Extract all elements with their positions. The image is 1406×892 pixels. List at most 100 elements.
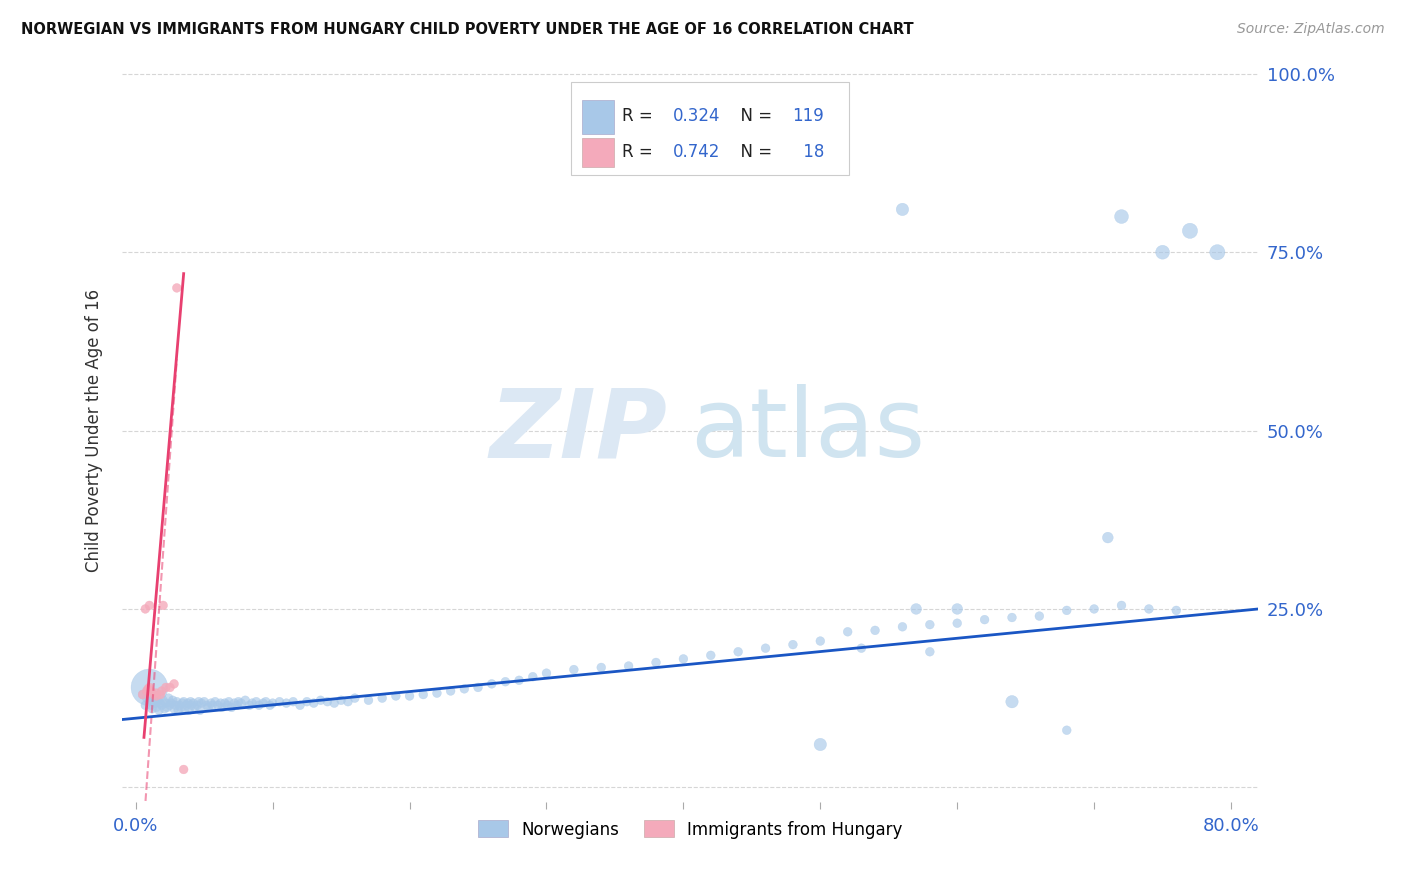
Point: [169, 698, 191, 713]
Text: N =: N =: [730, 107, 778, 125]
Point: [174, 702, 197, 716]
Point: [166, 695, 188, 709]
Text: N =: N =: [730, 144, 778, 161]
Point: [159, 698, 181, 713]
Point: [343, 691, 366, 706]
Point: [180, 698, 202, 713]
Point: [754, 641, 776, 656]
Point: [141, 702, 163, 716]
Point: [918, 645, 941, 659]
Point: [1137, 602, 1160, 616]
Point: [136, 681, 159, 696]
Point: [1111, 599, 1133, 613]
Point: [155, 681, 177, 695]
Point: [135, 691, 157, 706]
Point: [131, 688, 153, 702]
Point: [217, 698, 239, 713]
Text: R =: R =: [621, 107, 658, 125]
Point: [269, 695, 291, 709]
Point: [190, 696, 212, 710]
Point: [156, 700, 179, 714]
Point: [165, 698, 187, 713]
Point: [1206, 245, 1229, 260]
Text: atlas: atlas: [690, 384, 925, 477]
Point: [536, 666, 558, 681]
Point: [295, 695, 318, 709]
Point: [1028, 609, 1050, 624]
Point: [1178, 224, 1201, 238]
Point: [481, 677, 503, 691]
Point: [302, 696, 325, 710]
Point: [837, 624, 859, 639]
Point: [851, 641, 873, 656]
Point: [228, 695, 250, 709]
Point: [177, 696, 200, 710]
Point: [138, 681, 160, 695]
Point: [946, 602, 969, 616]
Point: [195, 698, 218, 713]
Point: [166, 281, 188, 295]
Point: [1083, 602, 1105, 616]
Point: [782, 638, 804, 652]
Point: [672, 652, 695, 666]
Text: Source: ZipAtlas.com: Source: ZipAtlas.com: [1237, 22, 1385, 37]
FancyBboxPatch shape: [582, 137, 614, 167]
Point: [918, 617, 941, 632]
Point: [226, 698, 249, 713]
Point: [134, 602, 156, 616]
Point: [1152, 245, 1174, 260]
Point: [357, 693, 380, 707]
Point: [138, 681, 160, 695]
Text: R =: R =: [621, 144, 658, 161]
Point: [259, 698, 281, 713]
Point: [262, 696, 284, 710]
Point: [209, 696, 232, 710]
Point: [135, 684, 157, 698]
Point: [1056, 603, 1078, 617]
Point: [197, 700, 219, 714]
Point: [905, 602, 928, 616]
Point: [173, 763, 195, 777]
Point: [187, 695, 209, 709]
Point: [1056, 723, 1078, 738]
Point: [562, 663, 585, 677]
Point: [808, 738, 831, 752]
Point: [134, 698, 156, 713]
Point: [179, 695, 201, 709]
Point: [245, 695, 267, 709]
Text: ZIP: ZIP: [489, 384, 668, 477]
Point: [139, 698, 162, 713]
Point: [891, 202, 914, 217]
Point: [139, 684, 162, 698]
Point: [149, 688, 172, 702]
Point: [221, 700, 243, 714]
Point: [1001, 695, 1024, 709]
Point: [645, 656, 668, 670]
Text: 0.324: 0.324: [673, 107, 721, 125]
Point: [727, 645, 749, 659]
Point: [316, 695, 339, 709]
Point: [494, 674, 516, 689]
FancyBboxPatch shape: [571, 82, 849, 175]
Point: [946, 616, 969, 631]
Point: [181, 696, 204, 710]
Point: [891, 620, 914, 634]
Point: [155, 696, 177, 710]
Point: [252, 696, 274, 710]
Point: [159, 681, 181, 695]
Point: [193, 695, 215, 709]
Point: [700, 648, 723, 663]
Point: [240, 696, 263, 710]
Point: [247, 698, 270, 713]
FancyBboxPatch shape: [582, 101, 614, 134]
Point: [152, 599, 174, 613]
Point: [973, 613, 995, 627]
Point: [863, 624, 886, 638]
Point: [254, 695, 277, 709]
Point: [146, 695, 169, 709]
Point: [808, 634, 831, 648]
Y-axis label: Child Poverty Under the Age of 16: Child Poverty Under the Age of 16: [86, 289, 103, 572]
Point: [170, 700, 193, 714]
Point: [426, 686, 449, 700]
Legend: Norwegians, Immigrants from Hungary: Norwegians, Immigrants from Hungary: [471, 814, 910, 846]
